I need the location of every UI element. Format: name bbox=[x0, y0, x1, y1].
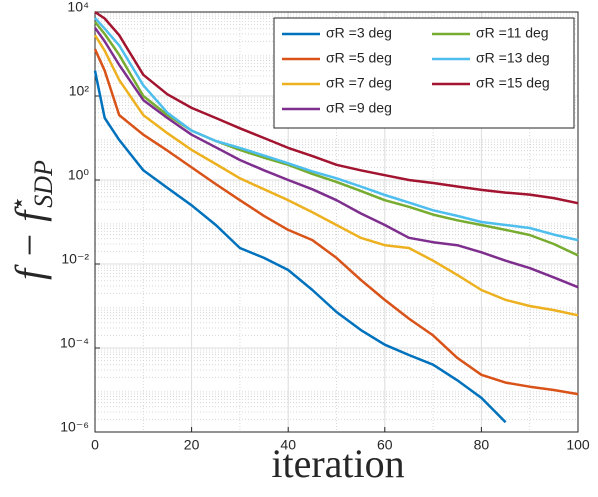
legend-label: σR =11 deg bbox=[476, 25, 549, 41]
legend-label: σR =15 deg bbox=[476, 75, 550, 91]
y-axis-label: f − f⋆SDP bbox=[6, 160, 58, 280]
legend-label: σR =9 deg bbox=[326, 100, 392, 116]
y-label-sub: SDP bbox=[29, 160, 58, 208]
legend-label: σR =3 deg bbox=[326, 25, 392, 41]
series-line bbox=[94, 21, 579, 257]
series-line bbox=[93, 27, 579, 289]
x-tick-label: 0 bbox=[91, 437, 99, 453]
y-tick-label: 10⁻² bbox=[61, 251, 89, 267]
legend-label: σR =5 deg bbox=[326, 50, 392, 66]
x-tick-label: 60 bbox=[377, 437, 393, 453]
series-line bbox=[93, 34, 579, 317]
y-tick-label: 10⁻⁶ bbox=[60, 419, 89, 435]
y-tick-label: 10² bbox=[69, 83, 90, 99]
y-tick-label: 10⁴ bbox=[67, 0, 89, 15]
plot-frame bbox=[94, 11, 579, 433]
series-line bbox=[94, 10, 579, 205]
y-tick-label: 10⁰ bbox=[68, 167, 90, 183]
legend-label: σR =7 deg bbox=[326, 75, 392, 91]
y-tick-label: 10⁻⁴ bbox=[60, 335, 89, 351]
series-line bbox=[94, 17, 579, 242]
legend-label: σR =13 deg bbox=[476, 50, 550, 66]
y-label-sup: ⋆ bbox=[6, 196, 32, 211]
y-axis-label-group: f − f⋆SDP bbox=[6, 160, 58, 280]
x-tick-label: 100 bbox=[566, 437, 590, 453]
y-label-main: f − f bbox=[7, 206, 52, 280]
x-axis-label: iteration bbox=[271, 441, 404, 486]
legend-box bbox=[273, 17, 575, 129]
x-tick-label: 20 bbox=[184, 437, 200, 453]
legend: σR =3 deg σR =5 deg σR =7 deg σR =9 deg σR =… bbox=[273, 17, 575, 129]
x-tick-label: 80 bbox=[474, 437, 490, 453]
series-line bbox=[93, 48, 579, 396]
series-line bbox=[93, 70, 507, 424]
x-tick-label: 40 bbox=[280, 437, 296, 453]
